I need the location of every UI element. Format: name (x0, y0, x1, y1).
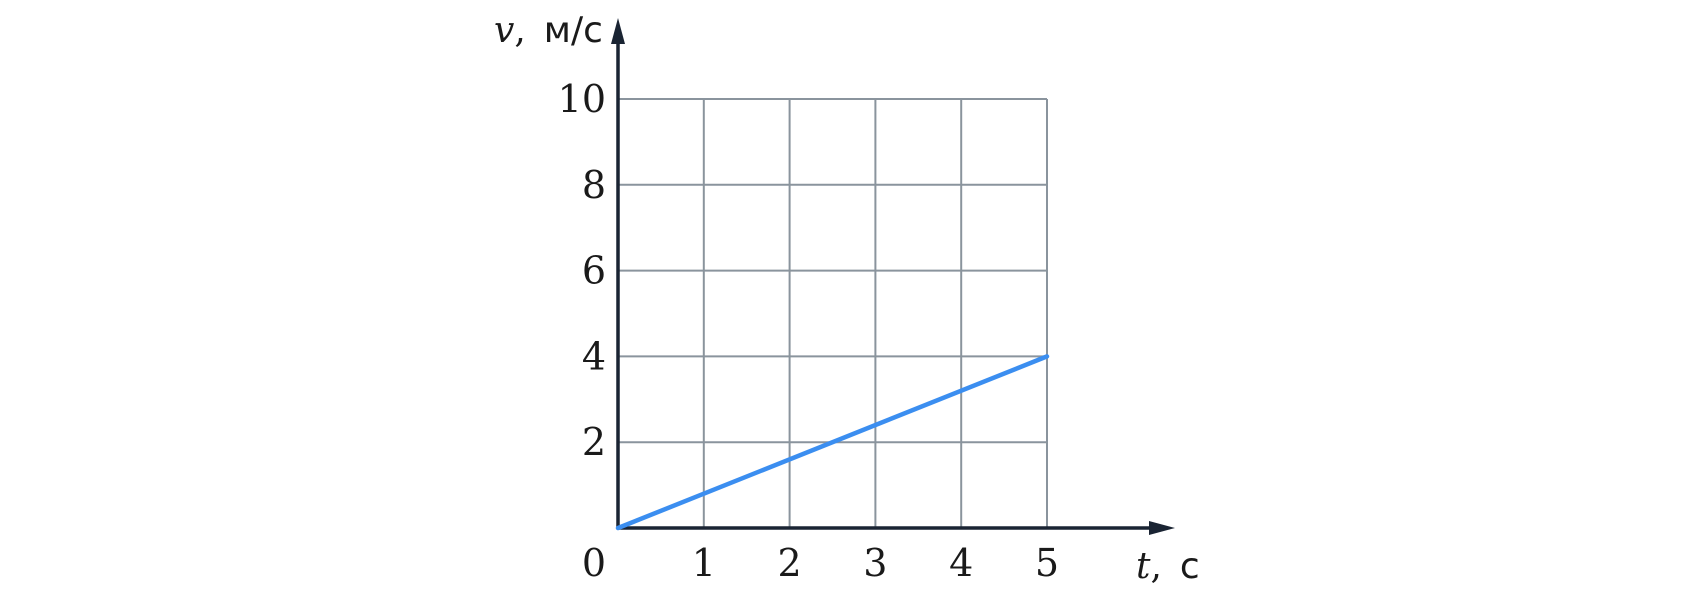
axes (611, 18, 1175, 535)
y-tick-label: 6 (582, 249, 606, 293)
grid (618, 98, 1048, 528)
y-axis-variable: v (494, 10, 514, 51)
x-tick-label: 3 (863, 541, 887, 585)
y-tick-label: 2 (582, 420, 606, 464)
x-axis-label: t, с (1136, 546, 1200, 587)
x-axis-variable: t (1136, 546, 1151, 587)
x-axis-unit: с (1180, 546, 1200, 587)
x-tick-label: 5 (1035, 541, 1059, 585)
y-axis-label: v, м/с (494, 10, 603, 51)
y-axis-comma: , (514, 10, 543, 51)
series-layer (615, 354, 1050, 531)
x-axis-comma: , (1150, 546, 1179, 587)
origin-label: 0 (582, 541, 606, 585)
y-tick-label: 10 (558, 77, 606, 121)
x-tick-label: 2 (778, 541, 802, 585)
x-axis-arrow (1149, 521, 1175, 535)
x-tick-label: 4 (949, 541, 973, 585)
y-tick-label: 8 (582, 163, 606, 207)
y-axis-arrow (611, 18, 625, 44)
y-axis-unit: м/с (544, 10, 603, 51)
x-tick-label: 1 (692, 541, 716, 585)
labels: 1 2 3 4 5 0 2 4 6 8 10 v, м/с t, с (494, 10, 1200, 587)
y-tick-label: 4 (582, 334, 606, 378)
series-line (615, 354, 1050, 531)
